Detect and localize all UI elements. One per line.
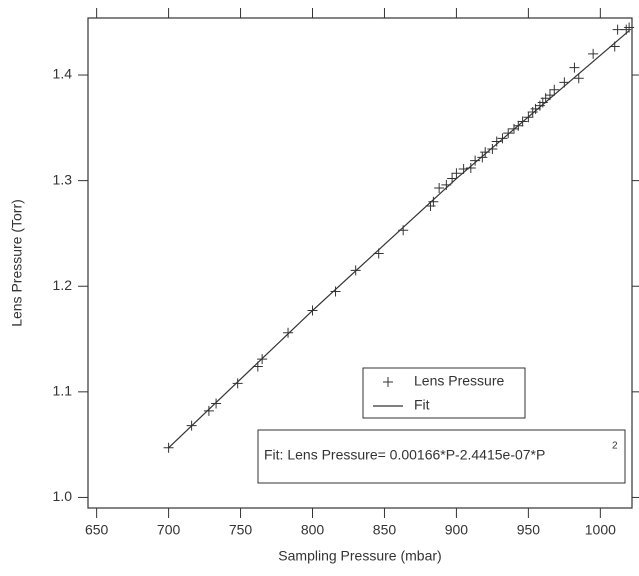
point [573, 73, 584, 84]
point [480, 147, 491, 158]
annotation-superscript: 2 [612, 441, 618, 452]
point [451, 168, 462, 179]
point [465, 162, 476, 173]
x-axis-label: Sampling Pressure (mbar) [278, 548, 441, 564]
x-tick-label: 850 [373, 522, 397, 538]
point [232, 378, 243, 389]
legend-swatch [383, 377, 393, 387]
fit-line [168, 30, 630, 449]
x-tick-label: 800 [301, 522, 325, 538]
point [588, 48, 599, 59]
point [569, 62, 580, 73]
plot-frame [87, 17, 633, 509]
annotation-box [257, 429, 626, 484]
x-tick-label: 750 [229, 522, 253, 538]
y-tick-label: 1.1 [53, 383, 73, 399]
x-tick-label: 650 [85, 522, 109, 538]
x-tick-label: 700 [157, 522, 181, 538]
y-axis-label: Lens Pressure (Torr) [9, 199, 25, 327]
point [283, 327, 294, 338]
point [434, 183, 445, 194]
legend-label: Lens Pressure [414, 373, 504, 389]
legend-label: Fit [414, 397, 430, 413]
y-tick-label: 1.2 [53, 277, 73, 293]
point [428, 196, 439, 207]
legend-box [362, 367, 526, 419]
x-tick-label: 1000 [585, 522, 616, 538]
y-tick-label: 1.4 [53, 66, 73, 82]
point [203, 405, 214, 416]
y-tick-label: 1.0 [53, 488, 73, 504]
point [477, 152, 488, 163]
point [549, 84, 560, 95]
y-tick-label: 1.3 [53, 171, 73, 187]
point [612, 24, 623, 35]
point [211, 398, 222, 409]
point [330, 286, 341, 297]
x-tick-label: 900 [445, 522, 469, 538]
point [503, 128, 514, 139]
point [487, 143, 498, 154]
point [470, 155, 481, 166]
annotation: Fit: Lens Pressure= 0.00166*P-2.4415e-07… [264, 447, 545, 463]
x-tick-label: 950 [517, 522, 541, 538]
